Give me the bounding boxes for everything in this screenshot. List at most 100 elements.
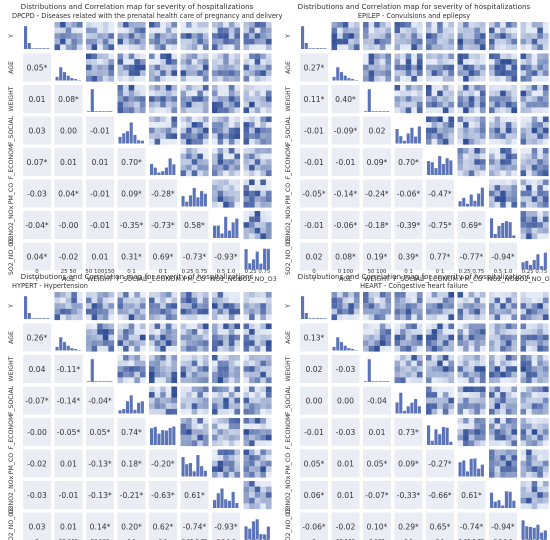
density-cell	[217, 371, 224, 378]
density-cell	[91, 329, 98, 335]
density-heatmap	[489, 22, 518, 51]
density-cell	[463, 127, 469, 134]
density-cell	[91, 340, 98, 346]
density-cell	[212, 116, 218, 123]
density-cell	[102, 27, 109, 34]
density-cell	[186, 148, 192, 154]
density-cell	[511, 196, 518, 202]
density-cell	[511, 133, 518, 139]
density-cell	[448, 122, 455, 128]
density-cell	[426, 85, 432, 91]
histogram-bar	[434, 168, 438, 175]
density-cell	[254, 201, 261, 208]
density-cell	[223, 314, 229, 321]
density-cell	[394, 101, 401, 108]
density-cell	[186, 303, 192, 309]
density-heatmap	[212, 323, 241, 352]
row-label: F_ECONOM	[8, 415, 15, 450]
density-cell	[463, 429, 469, 435]
density-heatmap	[243, 418, 272, 447]
density-cell	[228, 408, 235, 415]
density-cell	[249, 116, 255, 123]
density-cell	[526, 503, 532, 510]
correlation-value: 0.01	[60, 523, 77, 532]
correlation-background	[331, 449, 360, 478]
histogram-bar	[188, 463, 193, 477]
histogram-bar	[185, 464, 189, 477]
correlation-cell: 0.00	[54, 116, 83, 145]
density-cell	[165, 59, 172, 65]
density-cell	[520, 429, 527, 435]
correlation-value: 0.18*	[121, 460, 142, 469]
correlation-background	[86, 418, 114, 446]
density-cell	[254, 429, 261, 435]
density-cell	[134, 371, 140, 378]
density-cell	[223, 138, 229, 145]
histogram-bar	[59, 337, 63, 351]
density-cell	[431, 314, 438, 321]
histogram-bar	[172, 426, 176, 445]
density-cell	[479, 70, 486, 76]
density-cell	[260, 486, 266, 493]
density-cell	[234, 38, 241, 45]
density-cell	[180, 33, 187, 39]
correlation-cell: 0.70*	[394, 148, 423, 176]
density-heatmap	[426, 85, 455, 114]
density-cell	[542, 492, 549, 498]
density-cell	[463, 138, 469, 145]
histogram-bar	[504, 221, 508, 238]
density-cell	[542, 366, 549, 372]
density-cell	[97, 44, 103, 51]
density-cell	[363, 33, 369, 39]
density-cell	[531, 44, 538, 51]
density-cell	[254, 434, 261, 441]
density-cell	[479, 303, 486, 309]
density-cell	[385, 70, 392, 76]
density-cell	[97, 22, 103, 28]
density-cell	[526, 403, 532, 409]
density-cell	[202, 418, 209, 424]
column-label: F_ECONOM	[145, 275, 181, 283]
density-cell	[260, 127, 266, 134]
density-cell	[431, 386, 438, 393]
diagonal-histogram	[117, 386, 146, 415]
density-cell	[102, 33, 109, 39]
density-cell	[526, 59, 532, 65]
density-cell	[234, 159, 241, 165]
density-cell	[405, 297, 412, 304]
density-cell	[489, 101, 495, 108]
correlation-background	[300, 481, 328, 509]
density-cell	[186, 308, 192, 315]
density-cell	[426, 38, 432, 45]
density-cell	[254, 116, 261, 123]
density-cell	[442, 116, 449, 123]
correlation-background	[426, 242, 454, 271]
density-cell	[531, 153, 538, 160]
density-cell	[457, 429, 464, 435]
density-cell	[457, 366, 464, 372]
density-cell	[128, 38, 135, 45]
density-heatmap	[180, 116, 209, 145]
density-cell	[191, 371, 198, 378]
density-cell	[243, 101, 250, 108]
density-cell	[416, 308, 423, 315]
correlation-background	[300, 179, 328, 208]
density-cell	[511, 340, 518, 346]
density-cell	[526, 33, 532, 39]
density-cell	[165, 22, 172, 28]
density-cell	[265, 38, 272, 45]
density-cell	[202, 159, 209, 165]
density-cell	[212, 403, 218, 409]
correlation-value: 0.01	[92, 253, 109, 262]
density-cell	[197, 170, 203, 177]
correlation-cell: 0.01	[86, 242, 114, 271]
density-cell	[249, 392, 255, 398]
density-heatmap	[212, 116, 241, 145]
density-cell	[254, 418, 261, 424]
histogram-bar	[35, 318, 39, 319]
histogram-background	[23, 22, 51, 50]
density-cell	[431, 22, 438, 28]
correlation-cell: 0.09*	[363, 148, 391, 176]
density-cell	[474, 75, 480, 82]
density-cell	[197, 314, 203, 321]
